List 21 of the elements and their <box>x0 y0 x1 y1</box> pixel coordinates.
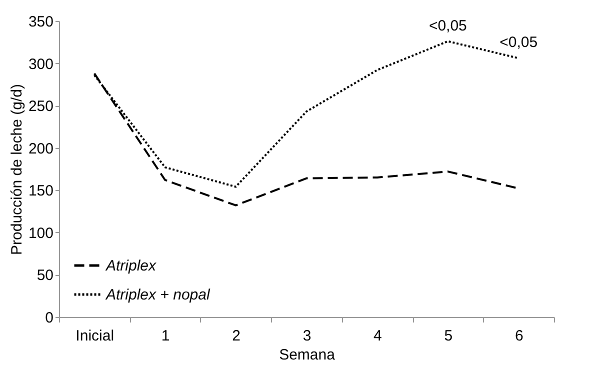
y-tick-label: 0 <box>45 310 54 326</box>
x-tick-label: 4 <box>374 328 382 344</box>
legend-label: Atriplex + nopal <box>105 286 210 304</box>
y-tick-label: 350 <box>28 14 54 30</box>
y-tick-label: 300 <box>28 56 54 73</box>
x-tick-label: Inicial <box>76 328 114 344</box>
x-axis-title: Semana <box>279 346 336 364</box>
y-tick-label: 50 <box>36 267 54 284</box>
x-tick-label: 1 <box>161 328 170 344</box>
y-tick-label: 100 <box>28 224 54 242</box>
x-tick-label: 6 <box>514 328 524 344</box>
annotation: <0,05 <box>500 34 538 52</box>
y-tick-label: 250 <box>28 98 54 116</box>
y-tick-label: 200 <box>28 140 54 158</box>
y-tick-label: 150 <box>28 182 54 200</box>
x-tick-label: 2 <box>232 328 240 344</box>
y-axis-title: Producción de leche (g/d) <box>8 84 26 255</box>
legend-label: Atriplex <box>105 258 157 274</box>
annotation: <0,05 <box>428 17 467 34</box>
x-tick-label: 5 <box>444 328 453 344</box>
x-tick-label: 3 <box>302 328 312 344</box>
